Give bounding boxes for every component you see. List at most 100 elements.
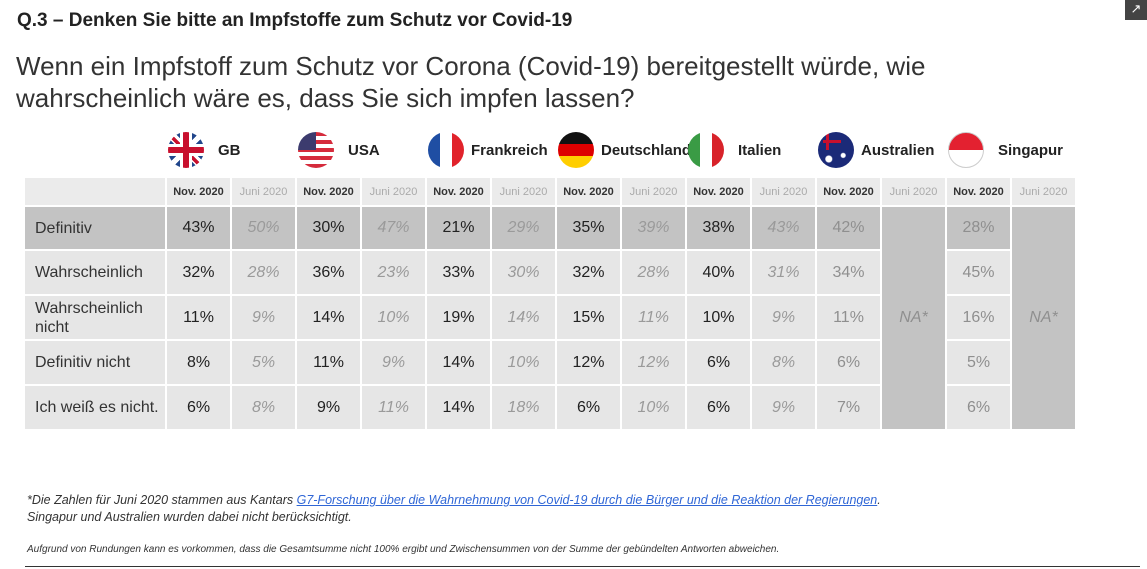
column-header-jun: Juni 2020 (622, 178, 685, 205)
flag-us-icon (298, 132, 334, 168)
cell-jun-us: 23% (362, 251, 425, 294)
cell-jun-gb: 9% (232, 296, 295, 339)
country-gb: GB (168, 130, 241, 170)
question-heading: Q.3 – Denken Sie bitte an Impfstoffe zum… (17, 10, 573, 31)
cell-nov-fr: 14% (427, 341, 490, 384)
cell-nov-au: 34% (817, 251, 880, 294)
cell-jun-it: 43% (752, 207, 815, 249)
cell-jun-it: 9% (752, 296, 815, 339)
row-label: Definitiv (25, 207, 165, 249)
flag-au-icon (818, 132, 854, 168)
cell-nov-it: 6% (687, 341, 750, 384)
cell-jun-it: 8% (752, 341, 815, 384)
cell-nov-us: 9% (297, 386, 360, 429)
cell-nov-au: 7% (817, 386, 880, 429)
footnote-prefix: *Die Zahlen für Juni 2020 stammen aus Ka… (27, 493, 297, 507)
cell-nov-it: 6% (687, 386, 750, 429)
cell-nov-au: 6% (817, 341, 880, 384)
cell-nov-de: 35% (557, 207, 620, 249)
flag-gb-icon (168, 132, 204, 168)
cell-jun-gb: 5% (232, 341, 295, 384)
country-us: USA (298, 130, 380, 170)
cell-nov-fr: 33% (427, 251, 490, 294)
footnote-suffix: . (877, 493, 881, 507)
footnote: *Die Zahlen für Juni 2020 stammen aus Ka… (27, 492, 881, 526)
cell-nov-sg: 45% (947, 251, 1010, 294)
cell-jun-fr: 30% (492, 251, 555, 294)
cell-nov-gb: 43% (167, 207, 230, 249)
results-table: Nov. 2020 Juni 2020 Nov. 2020 Juni 2020 Nov.… (25, 178, 1075, 429)
cell-nov-au: 11% (817, 296, 880, 339)
column-header-nov: Nov. 2020 (817, 178, 880, 205)
cell-nov-us: 36% (297, 251, 360, 294)
cell-nov-fr: 21% (427, 207, 490, 249)
flag-fr-icon (428, 132, 464, 168)
country-label: USA (348, 141, 380, 159)
cell-na-au: NA* (882, 207, 945, 429)
question-text: Wenn ein Impfstoff zum Schutz vor Corona… (16, 51, 926, 113)
source-link[interactable]: G7-Forschung über die Wahrnehmung von Co… (296, 493, 878, 507)
column-header-nov: Nov. 2020 (167, 178, 230, 205)
column-header-jun: Juni 2020 (492, 178, 555, 205)
cell-jun-fr: 18% (492, 386, 555, 429)
cell-jun-us: 47% (362, 207, 425, 249)
country-au: Australien (818, 130, 934, 170)
cell-nov-sg: 16% (947, 296, 1010, 339)
country-it: Italien (688, 130, 781, 170)
column-header-nov: Nov. 2020 (557, 178, 620, 205)
flag-de-icon (558, 132, 594, 168)
column-header-jun: Juni 2020 (752, 178, 815, 205)
footnote-line2: Singapur und Australien wurden dabei nic… (27, 510, 352, 524)
column-header-jun: Juni 2020 (362, 178, 425, 205)
column-header-jun: Juni 2020 (1012, 178, 1075, 205)
cell-nov-us: 11% (297, 341, 360, 384)
column-header-nov: Nov. 2020 (947, 178, 1010, 205)
country-label: Australien (861, 141, 935, 159)
cell-na-sg: NA* (1012, 207, 1075, 429)
cell-nov-fr: 14% (427, 386, 490, 429)
cell-jun-de: 10% (622, 386, 685, 429)
row-label: Ich weiß es nicht. (25, 386, 165, 429)
cell-jun-de: 39% (622, 207, 685, 249)
cell-nov-sg: 28% (947, 207, 1010, 249)
country-sg: Singapur (948, 130, 1063, 170)
column-header-nov: Nov. 2020 (427, 178, 490, 205)
cell-nov-it: 38% (687, 207, 750, 249)
cell-nov-de: 6% (557, 386, 620, 429)
column-header-nov: Nov. 2020 (687, 178, 750, 205)
cell-jun-de: 12% (622, 341, 685, 384)
cell-nov-us: 30% (297, 207, 360, 249)
cell-nov-sg: 5% (947, 341, 1010, 384)
cell-jun-de: 28% (622, 251, 685, 294)
country-fr: Frankreich (428, 130, 548, 170)
cell-nov-fr: 19% (427, 296, 490, 339)
column-header-jun: Juni 2020 (232, 178, 295, 205)
expand-icon[interactable]: ↗ (1125, 0, 1147, 20)
column-header-nov: Nov. 2020 (297, 178, 360, 205)
country-label: Italien (738, 141, 782, 159)
flag-sg-icon (948, 132, 984, 168)
cell-nov-us: 14% (297, 296, 360, 339)
cell-jun-it: 9% (752, 386, 815, 429)
cell-nov-it: 40% (687, 251, 750, 294)
flag-it-icon (688, 132, 724, 168)
cell-jun-fr: 10% (492, 341, 555, 384)
cell-jun-fr: 14% (492, 296, 555, 339)
cell-nov-au: 42% (817, 207, 880, 249)
row-label: Wahrscheinlich nicht (25, 296, 165, 339)
row-label: Definitiv nicht (25, 341, 165, 384)
cell-jun-gb: 8% (232, 386, 295, 429)
cell-jun-de: 11% (622, 296, 685, 339)
cell-jun-gb: 50% (232, 207, 295, 249)
cell-nov-de: 12% (557, 341, 620, 384)
country-label: Singapur (998, 141, 1064, 159)
cell-nov-de: 32% (557, 251, 620, 294)
cell-nov-gb: 6% (167, 386, 230, 429)
country-header: GB USA Frankreich Deutschland Italien Austral… (165, 130, 1145, 172)
cell-jun-us: 10% (362, 296, 425, 339)
country-de: Deutschland (558, 130, 691, 170)
cell-jun-gb: 28% (232, 251, 295, 294)
cell-jun-it: 31% (752, 251, 815, 294)
country-label: Deutschland (601, 141, 692, 159)
country-label: Frankreich (471, 141, 548, 159)
